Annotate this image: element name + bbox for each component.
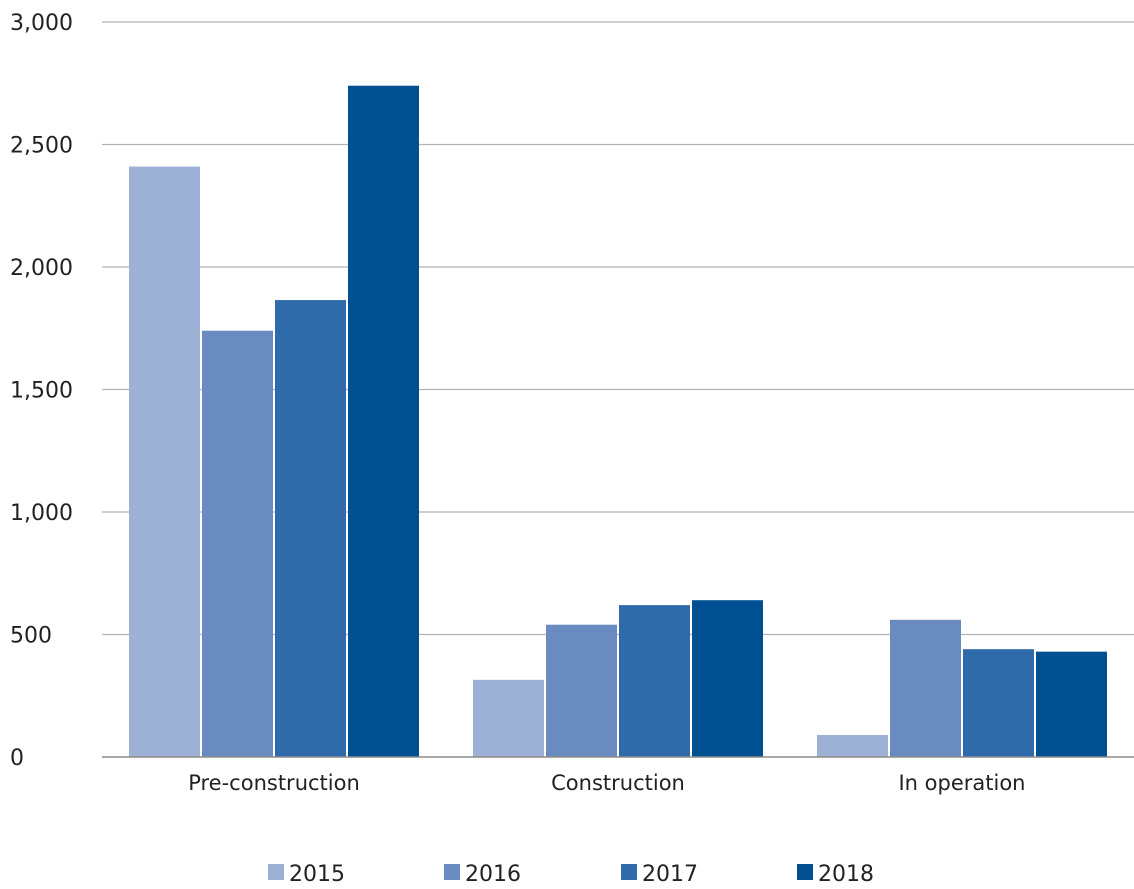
bar-2016-pre-construction bbox=[202, 330, 273, 757]
y-tick-label: 3,000 bbox=[10, 11, 73, 36]
y-tick-label: 0 bbox=[10, 746, 24, 771]
legend-label-2017: 2017 bbox=[642, 862, 698, 887]
grid-lines bbox=[102, 21, 1134, 636]
bar-2018-in-operation bbox=[1036, 651, 1107, 757]
bar-2017-pre-construction bbox=[275, 300, 346, 757]
bar-2016-in-operation bbox=[890, 619, 961, 757]
bars bbox=[129, 85, 1107, 758]
y-tick-label: 500 bbox=[10, 624, 52, 649]
legend-swatch-2016 bbox=[444, 864, 460, 880]
x-axis-category-label: In operation bbox=[898, 771, 1025, 795]
legend-swatch-2015 bbox=[268, 864, 284, 880]
bar-2015-in-operation bbox=[817, 734, 888, 757]
bar-2018-pre-construction bbox=[348, 85, 419, 757]
legend: 2015 2016 2017 2018 bbox=[268, 862, 874, 887]
legend-swatch-2017 bbox=[621, 864, 637, 880]
bar-2016-construction bbox=[546, 624, 617, 757]
y-tick-label: 1,000 bbox=[10, 501, 73, 526]
y-tick-label: 2,000 bbox=[10, 256, 73, 281]
legend-label-2015: 2015 bbox=[289, 862, 345, 887]
x-axis-category-label: Construction bbox=[551, 771, 685, 795]
bar-2015-pre-construction bbox=[129, 166, 200, 758]
bar-2015-construction bbox=[473, 679, 544, 757]
x-axis-category-labels: Pre-construction Construction In operation bbox=[188, 771, 1025, 795]
legend-label-2016: 2016 bbox=[465, 862, 521, 887]
bar-2017-construction bbox=[619, 605, 690, 757]
legend-swatch-2018 bbox=[797, 864, 813, 880]
legend-label-2018: 2018 bbox=[818, 862, 874, 887]
y-axis-tick-labels: 0 500 1,000 1,500 2,000 2,500 3,000 bbox=[10, 11, 73, 771]
bar-2017-in-operation bbox=[963, 649, 1034, 757]
x-axis-category-label: Pre-construction bbox=[188, 771, 360, 795]
y-tick-label: 1,500 bbox=[10, 379, 73, 404]
bar-2018-construction bbox=[692, 600, 763, 757]
y-tick-label: 2,500 bbox=[10, 134, 73, 159]
